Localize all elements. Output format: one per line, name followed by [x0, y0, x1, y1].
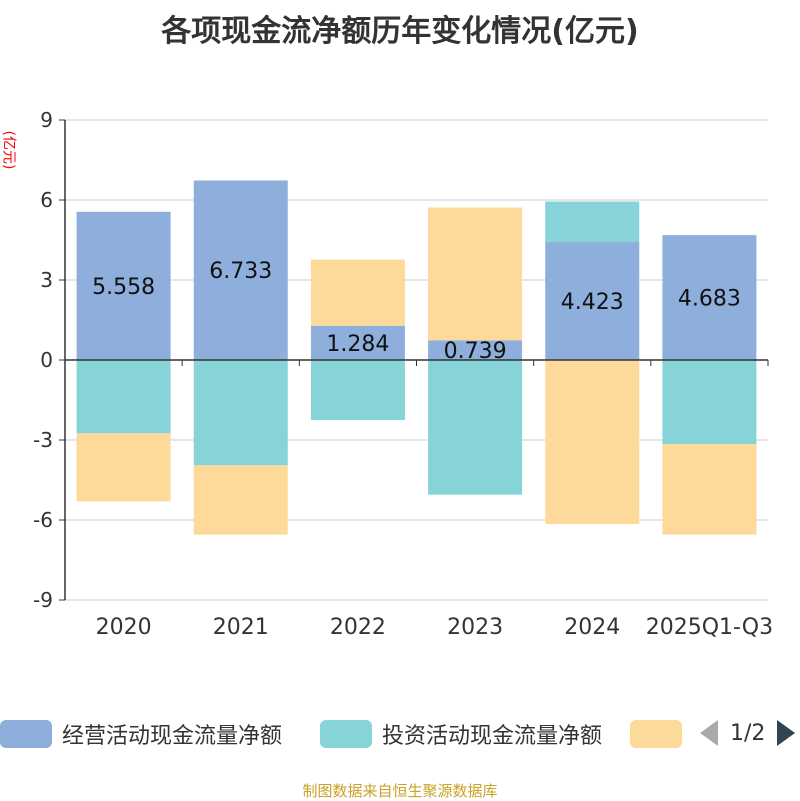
y-tick-label: -9 [33, 588, 53, 612]
bar-segment [310, 360, 405, 420]
bar-segment [310, 259, 405, 326]
legend-label-operating: 经营活动现金流量净额 [62, 724, 283, 749]
x-tick-label: 2022 [330, 615, 386, 640]
x-tick-label: 2021 [213, 615, 269, 640]
bar-segment [76, 211, 171, 360]
legend-item-operating[interactable]: 经营活动现金流量净额 [0, 716, 282, 752]
bar-segment [662, 444, 757, 535]
bar-segment [545, 201, 640, 243]
bar-segment [545, 242, 640, 360]
y-tick-label: 9 [40, 108, 53, 132]
legend-swatch-investing [320, 720, 372, 748]
x-tick-label: 2024 [564, 615, 620, 640]
chart-title: 各项现金流净额历年变化情况(亿元) [161, 14, 639, 49]
x-tick-label: 2023 [447, 615, 503, 640]
bar-segment [545, 360, 640, 524]
legend: 经营活动现金流量净额 投资活动现金流量净额 1/2 [0, 716, 800, 756]
y-tick-label: -3 [33, 428, 53, 452]
legend-item-investing[interactable]: 投资活动现金流量净额 [320, 716, 602, 752]
data-source-note: 制图数据来自恒生聚源数据库 [302, 782, 498, 800]
y-tick-label: 3 [40, 268, 53, 292]
x-tick-label: 2020 [96, 615, 152, 640]
legend-item-third[interactable] [630, 716, 682, 752]
legend-pager: 1/2 [700, 720, 796, 746]
bar-segment [662, 235, 757, 360]
bar-segment [428, 207, 523, 341]
legend-swatch-operating [0, 720, 52, 748]
bar-segment [76, 360, 171, 434]
bar-segment [193, 360, 288, 466]
bar-segment [428, 360, 523, 495]
y-tick-label: -6 [33, 508, 53, 532]
bar-segment [310, 325, 405, 360]
legend-swatch-third [630, 720, 682, 748]
bar-segment [76, 433, 171, 502]
bar-segment [428, 340, 523, 360]
data-label: 4.683 [678, 287, 741, 312]
data-label: 5.558 [92, 275, 155, 300]
legend-label-investing: 投资活动现金流量净额 [382, 724, 603, 749]
bar-segment [662, 360, 757, 444]
legend-page-indicator: 1/2 [730, 720, 766, 746]
prev-page-icon[interactable] [700, 720, 718, 746]
bar-segment [193, 465, 288, 535]
y-tick-label: 6 [40, 188, 53, 212]
y-tick-label: 0 [40, 348, 53, 372]
next-page-icon[interactable] [777, 720, 796, 746]
data-label: 4.423 [561, 290, 624, 315]
x-tick-label: 2025Q1-Q3 [646, 615, 773, 640]
data-label: 6.733 [209, 259, 272, 284]
data-label: 1.284 [326, 332, 389, 357]
bar-segment [193, 180, 288, 360]
